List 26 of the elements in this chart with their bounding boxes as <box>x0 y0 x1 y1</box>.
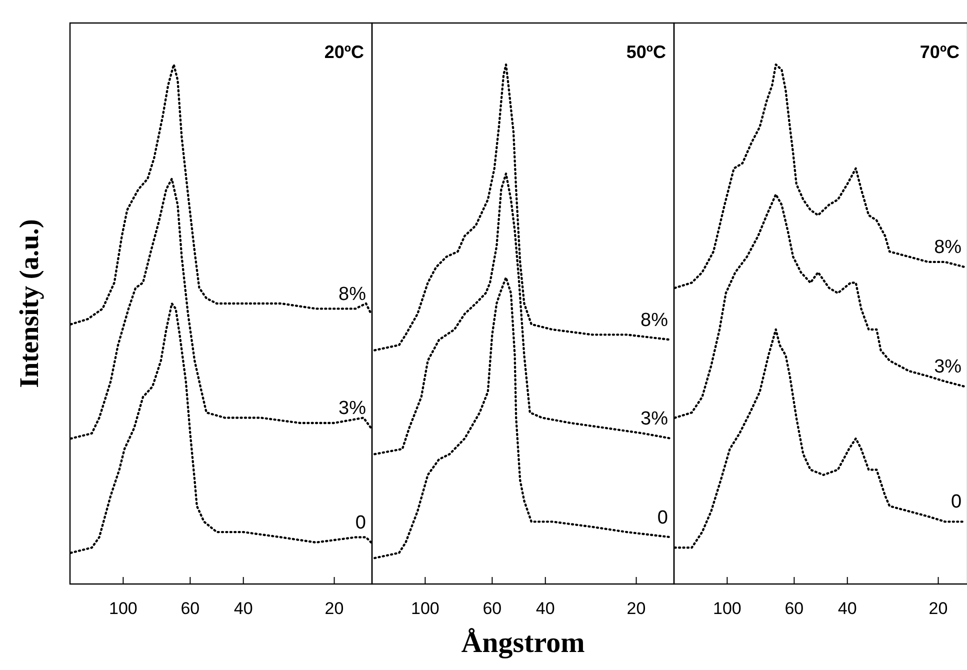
x-tick-label: 100 <box>712 599 742 618</box>
x-tick-label: 100 <box>410 599 440 618</box>
chart-title: 50ºC <box>626 42 666 62</box>
x-tick-label: 60 <box>180 599 200 618</box>
y-axis-title: Intensity (a.u.) <box>14 219 44 388</box>
series-label: 0 <box>355 512 366 534</box>
x-axis-title: Ångstrom <box>461 627 585 659</box>
series-label: 8% <box>640 310 668 331</box>
x-tick-label: 60 <box>784 599 804 618</box>
series-label: 8% <box>338 284 366 305</box>
x-tick-label: 20 <box>626 599 646 618</box>
series-label: 0 <box>657 507 668 528</box>
series-label: 3% <box>338 398 366 420</box>
x-tick-label: 20 <box>324 599 344 618</box>
series-label: 3% <box>640 408 668 430</box>
series-label: 0 <box>950 492 962 513</box>
x-tick-label: 40 <box>536 599 555 618</box>
x-tick-label: 40 <box>234 599 253 618</box>
chart-title: 20ºC <box>324 42 364 62</box>
x-tick-label: 60 <box>482 599 502 618</box>
x-tick-label: 40 <box>838 599 857 618</box>
x-tick-label: 20 <box>928 599 948 618</box>
x-tick-label: 100 <box>108 599 138 618</box>
series-label: 3% <box>934 356 962 378</box>
series-label: 8% <box>934 237 962 258</box>
chart-title: 70ºC <box>920 42 960 62</box>
